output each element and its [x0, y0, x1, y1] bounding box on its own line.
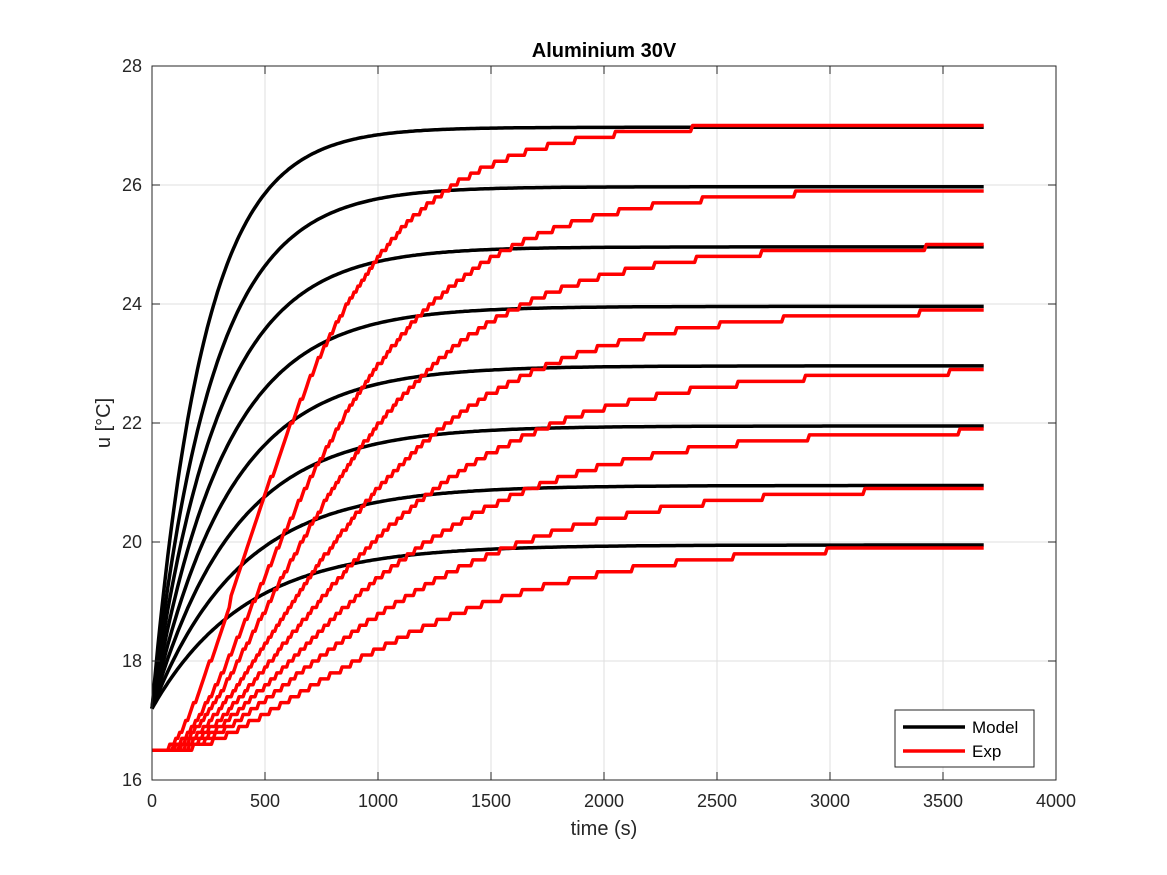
x-tick-label: 3000 [810, 791, 850, 811]
y-tick-label: 24 [122, 294, 142, 314]
model-series-line [150, 245, 984, 709]
series-layer [150, 123, 984, 753]
x-tick-label: 500 [250, 791, 280, 811]
chart-title: Aluminium 30V [532, 40, 677, 62]
exp-series-line [152, 189, 984, 753]
model-series-line [150, 424, 984, 710]
exp-series-line [152, 123, 984, 753]
x-tick-label: 1500 [471, 791, 511, 811]
exp-series-line [152, 308, 984, 753]
y-tick-label: 20 [122, 532, 142, 552]
exp-series-line [152, 486, 984, 753]
exp-series-line [152, 242, 984, 753]
exp-series-line [152, 546, 984, 753]
x-tick-label: 4000 [1036, 791, 1076, 811]
model-series-line [150, 185, 984, 709]
grid [152, 66, 1056, 780]
y-axis-label: u [°C] [93, 398, 115, 448]
exp-series-line [152, 427, 984, 753]
legend-box [894, 709, 1035, 768]
legend-exp-label: Exp [972, 742, 1001, 761]
x-tick-label: 3500 [923, 791, 963, 811]
x-tick-label: 0 [147, 791, 157, 811]
x-tick-label: 2500 [697, 791, 737, 811]
y-tick-label: 16 [122, 770, 142, 790]
x-axis-label: time (s) [571, 818, 638, 840]
model-series-line [150, 543, 984, 710]
x-tick-label: 2000 [584, 791, 624, 811]
model-series-line [150, 483, 984, 710]
y-tick-label: 18 [122, 651, 142, 671]
model-series-line [150, 125, 984, 709]
y-tick-label: 28 [122, 56, 142, 76]
model-series-line [150, 304, 984, 709]
legend: Model Exp [894, 709, 1035, 768]
y-tick-label: 26 [122, 175, 142, 195]
exp-series-line [152, 367, 984, 753]
x-tick-label: 1000 [358, 791, 398, 811]
legend-model-label: Model [972, 718, 1018, 737]
ticks: 0 500 1000 1500 2000 2500 3000 3500 4000 16 18 20 22… [122, 56, 1076, 811]
y-tick-label: 22 [122, 413, 142, 433]
plot-area: 0 500 1000 1500 2000 2500 3000 3500 4000 16 18 20 22… [122, 56, 1076, 811]
